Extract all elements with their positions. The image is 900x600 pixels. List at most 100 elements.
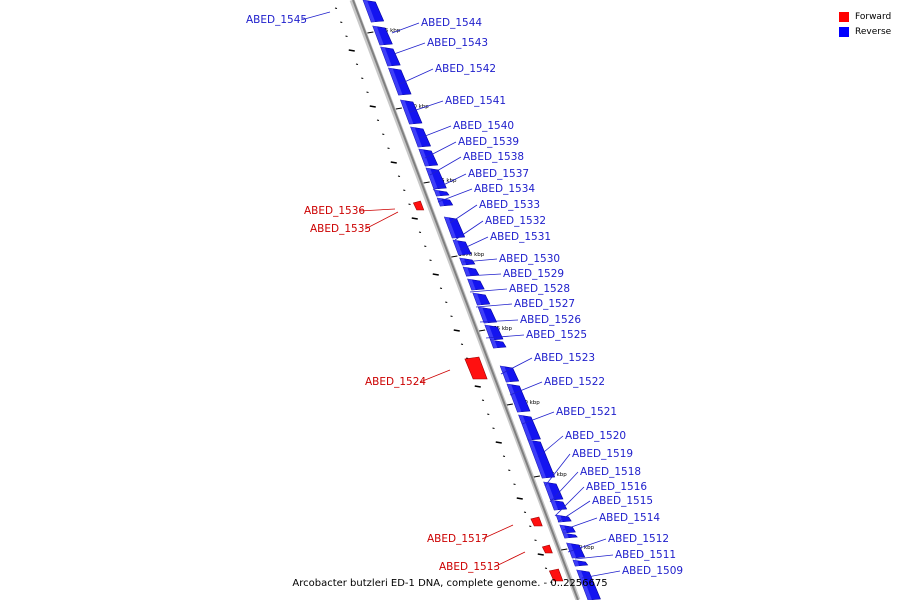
ruler-tick [523,511,527,513]
gene-label: ABED_1528 [509,283,570,295]
reverse-gene-highlight [490,340,498,348]
ruler-tick [397,175,401,177]
forward-gene-block [541,544,553,554]
ruler-tick [550,581,553,583]
legend: Forward Reverse [839,9,891,39]
gene-leader-line [493,551,526,568]
gene-label: ABED_1532 [485,215,546,227]
reverse-gene-highlight [463,267,471,276]
gene-label: ABED_1543 [427,37,488,49]
ruler-tick [502,455,506,457]
kbp-tick-mark [451,255,458,258]
ruler-tick [376,119,380,121]
kbp-tick-label: 1575 kbp [431,178,457,184]
reverse-swatch [839,26,849,37]
gene-leader-line [509,381,543,396]
ruler-tick [432,273,439,276]
gene-leader-line [481,524,514,540]
ruler-tick [355,63,359,65]
reverse-gene-highlight [528,440,547,478]
gene-label: ABED_1526 [520,314,581,326]
ruler-tick [340,21,343,23]
gene-leader-line [432,173,467,191]
gene-leader-line [424,141,457,159]
reverse-gene-highlight [484,325,495,340]
kbp-tick-label: 1585 kbp [374,28,400,34]
forward-gene-block [464,356,488,380]
gene-leader-line [393,42,426,55]
kbp-tick-mark [367,31,374,34]
ruler-tick [508,469,511,471]
gene-leader-line [454,220,484,241]
ruler-tick [424,245,427,247]
genome-caption: Arcobacter butzleri ED-1 DNA, complete g… [292,578,608,589]
forward-gene-block [412,200,425,211]
gene-leader-line [581,570,621,579]
gene-label: ABED_1527 [514,298,575,310]
kbp-tick-mark [506,403,513,406]
reverse-gene-highlight [478,307,489,323]
gene-leader-line [557,500,591,523]
kbp-tick-mark [533,475,540,478]
gene-label: ABED_1513 [439,561,500,573]
gene-label: ABED_1539 [458,136,519,148]
gene-label: ABED_1544 [421,17,482,29]
reverse-gene-highlight [437,198,445,206]
gene-label: ABED_1509 [622,565,683,577]
gene-label: ABED_1511 [615,549,676,561]
gene-leader-line [562,517,598,531]
reverse-gene-highlight [400,100,414,124]
gene-leader-line [459,236,489,251]
reverse-gene-highlight [453,240,463,255]
ruler-tick [403,189,406,191]
gene-leader-line [449,204,478,224]
reverse-gene-highlight [500,366,511,382]
reverse-gene-highlight [426,168,438,189]
gene-label: ABED_1536 [304,205,365,217]
gene-label: ABED_1538 [463,151,524,163]
kbp-tick-label: 1570 kbp [458,252,484,258]
forward-swatch [839,11,849,22]
gene-label: ABED_1518 [580,466,641,478]
gene-leader-line [521,411,555,425]
ruler-tick [450,315,453,317]
ruler-tick [408,203,411,205]
gene-label: ABED_1541 [445,95,506,107]
reverse-gene-highlight [550,500,559,510]
ruler-tick [481,399,485,401]
ruler-tick [390,161,397,164]
gene-label: ABED_1524 [365,376,426,388]
reverse-gene-highlight [444,217,457,238]
ruler-tick [345,35,348,37]
legend-reverse: Reverse [839,24,891,39]
ruler-tick [460,343,464,345]
ruler-tick [348,49,355,52]
gene-leader-line [567,538,607,553]
ruler-tick [544,567,548,569]
kbp-tick-mark [423,181,430,184]
reverse-gene-highlight [459,258,467,265]
ruler-tick [534,539,537,541]
gene-leader-line [500,357,533,375]
gene-leader-line [419,369,451,383]
gene-leader-line [399,68,434,85]
reverse-gene-highlight [363,0,376,22]
gene-leader-line [537,435,564,458]
gene-label: ABED_1523 [534,352,595,364]
gene-leader-line [465,273,502,277]
ruler-tick [445,301,448,303]
legend-reverse-label: Reverse [855,26,892,37]
gene-label: ABED_1545 [246,14,307,26]
gene-leader-line [419,125,452,139]
gene-leader-line [409,100,444,113]
reverse-gene-highlight [573,560,580,566]
gene-leader-line [549,471,579,503]
gene-label: ABED_1517 [427,533,488,545]
gene-leader-line [574,554,614,560]
ruler-tick [513,483,516,485]
gene-label: ABED_1535 [310,223,371,235]
kbp-tick-label: 1565 kbp [486,326,512,332]
gene-leader-line [391,22,420,34]
gene-leader-line [359,208,396,212]
kbp-tick-mark [561,548,568,551]
